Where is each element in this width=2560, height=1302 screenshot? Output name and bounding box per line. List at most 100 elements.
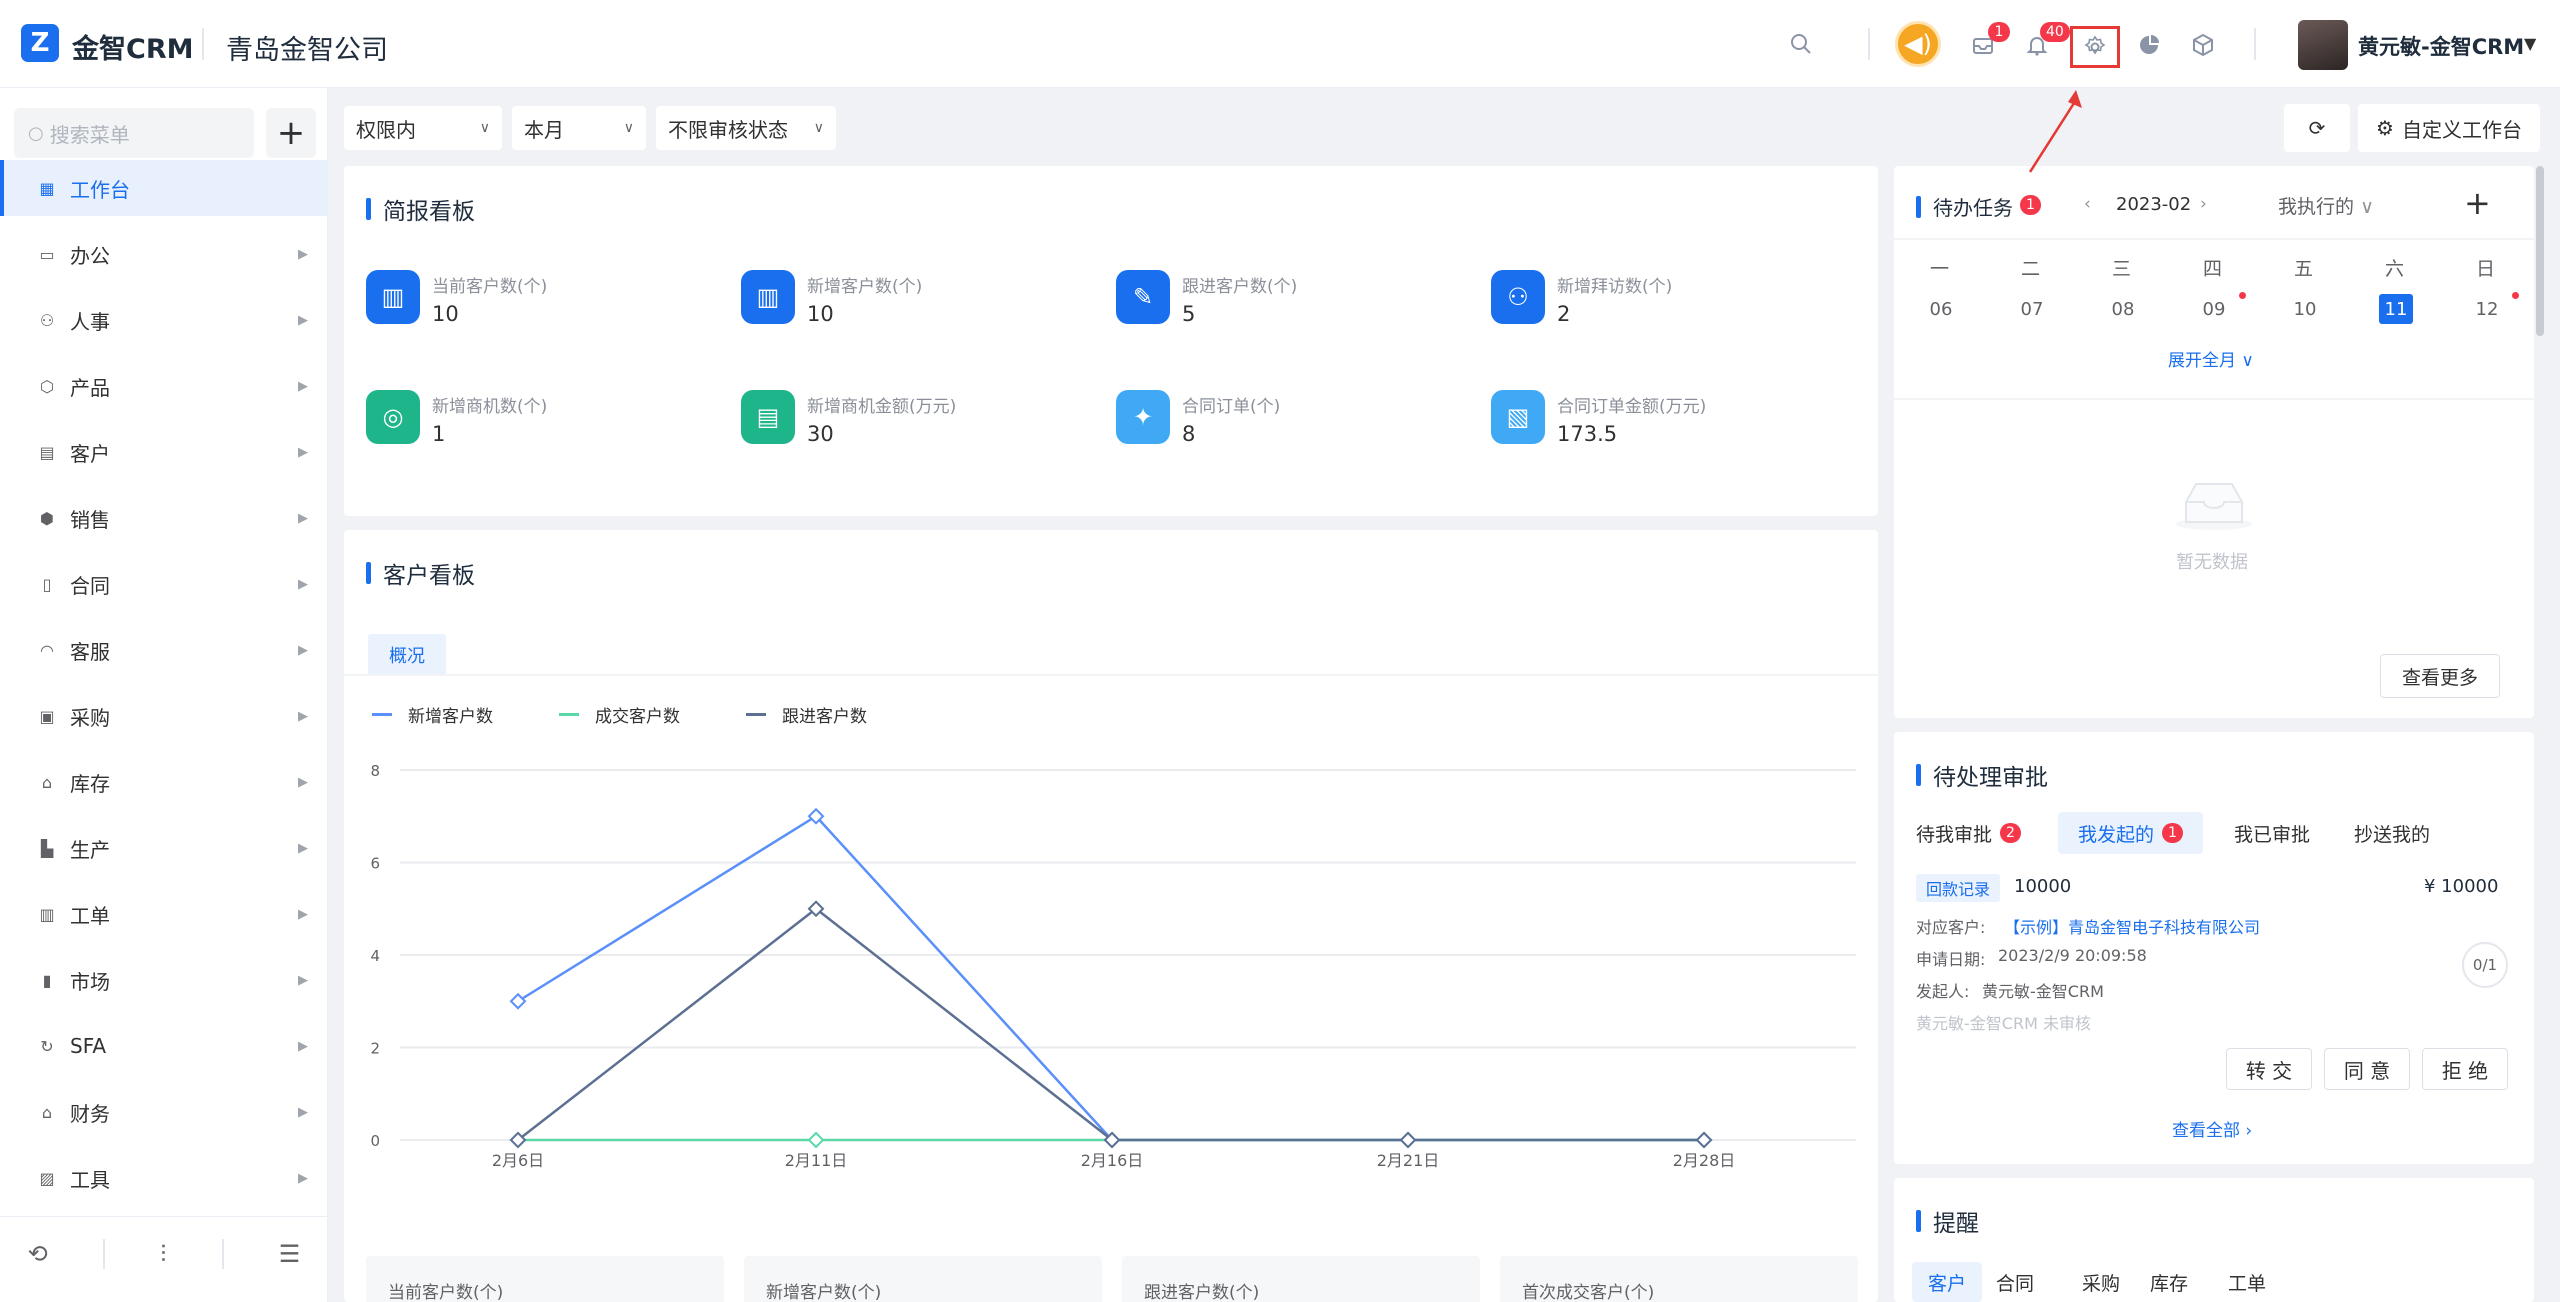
reminder-tab-4[interactable]: 工单 <box>2228 1272 2267 1295</box>
transfer-button[interactable]: 转 交 <box>2226 1048 2312 1090</box>
search-icon[interactable] <box>1784 27 1818 61</box>
history-icon[interactable]: ⟲ <box>27 1239 48 1268</box>
calendar-day[interactable]: 09 <box>2202 298 2226 320</box>
sidebar-item-label: 销售 <box>70 507 110 532</box>
settings-sliders-icon[interactable]: ⫶ <box>160 1239 167 1268</box>
reminder-tab-1[interactable]: 合同 <box>1996 1272 2035 1295</box>
cube-icon[interactable] <box>2186 28 2220 62</box>
stat-7: ▧ 合同订单金额(万元) 173.5 <box>1491 390 1851 460</box>
scrollbar[interactable] <box>2536 166 2544 336</box>
stat-label: 新增商机数(个) <box>432 397 548 417</box>
sidebar-item-2[interactable]: ⚇ 人事 ▶ <box>0 292 328 348</box>
sidebar-item-6[interactable]: ▯ 合同 ▶ <box>0 556 328 612</box>
sidebar-item-13[interactable]: ↻ SFA ▶ <box>0 1018 328 1074</box>
audit-value: 不限审核状态 <box>668 117 788 142</box>
stat-label: 新增商机金额(万元) <box>807 397 957 417</box>
customer-link[interactable]: 【示例】青岛金智电子科技有限公司 <box>2004 918 2261 937</box>
target-icon: ◎ <box>366 390 420 444</box>
legend-item-0[interactable]: 新增客户数 <box>372 702 493 727</box>
sidebar-item-8[interactable]: ▣ 采购 ▶ <box>0 688 328 744</box>
sidebar-item-label: SFA <box>70 1034 107 1058</box>
caret-right-icon: ▶ <box>298 1104 308 1120</box>
reminder-tab-2[interactable]: 采购 <box>2082 1272 2121 1295</box>
view-all-link[interactable]: 查看全部 › <box>2172 1116 2252 1141</box>
announcement-speaker-icon[interactable]: ◀) <box>1895 21 1941 67</box>
legend-label: 成交客户数 <box>595 707 680 727</box>
prev-month-icon[interactable]: ‹ <box>2084 194 2091 214</box>
sidebar-item-14[interactable]: ⌂ 财务 ▶ <box>0 1084 328 1140</box>
sidebar-item-9[interactable]: ⌂ 库存 ▶ <box>0 754 328 810</box>
sidebar-item-0[interactable]: ▦ 工作台 <box>0 160 328 216</box>
sidebar-item-11[interactable]: ▥ 工单 ▶ <box>0 886 328 942</box>
summary-card-0: 当前客户数(个) <box>366 1256 724 1302</box>
event-dot <box>2512 292 2519 299</box>
sidebar-item-15[interactable]: ▨ 工具 ▶ <box>0 1150 328 1206</box>
sidebar-item-1[interactable]: ▭ 办公 ▶ <box>0 226 328 282</box>
next-month-icon[interactable]: › <box>2200 194 2207 214</box>
caret-down-icon[interactable]: ▼ <box>2524 34 2537 53</box>
sidebar-item-10[interactable]: ▙ 生产 ▶ <box>0 820 328 876</box>
calendar-day[interactable]: 07 <box>2020 298 2044 320</box>
bell-badge: 40 <box>2040 22 2070 42</box>
collapse-menu-icon[interactable]: ☰ <box>278 1239 301 1268</box>
stat-1: ▥ 新增客户数(个) 10 <box>741 270 1101 340</box>
expand-month-link[interactable]: 展开全月 ∨ <box>2168 346 2254 371</box>
approval-tab-1[interactable]: 我发起的 1 <box>2058 812 2203 854</box>
legend-swatch <box>559 713 579 716</box>
scope-select[interactable]: 权限内 ∨ <box>344 106 502 150</box>
menu-search-input[interactable]: ○ 搜索菜单 <box>14 108 254 158</box>
people-icon: ⚇ <box>39 310 55 330</box>
avatar[interactable] <box>2298 20 2348 70</box>
calendar-day[interactable]: 11 <box>2379 294 2413 324</box>
approval-tab-0[interactable]: 待我审批 2 <box>1916 812 2021 854</box>
stat-label: 合同订单金额(万元) <box>1557 397 1707 417</box>
sidebar-item-12[interactable]: ▮ 市场 ▶ <box>0 952 328 1008</box>
reminder-tab-3[interactable]: 库存 <box>2150 1272 2189 1295</box>
chevron-down-icon: ∨ <box>623 120 634 136</box>
calendar-day[interactable]: 10 <box>2293 298 2317 320</box>
y-tick-label: 4 <box>370 947 380 965</box>
sidebar-item-5[interactable]: ⬢ 销售 ▶ <box>0 490 328 546</box>
weekday-label: 五 <box>2294 258 2314 280</box>
calendar-day[interactable]: 06 <box>1929 298 1953 320</box>
logo-icon[interactable]: Z <box>21 24 59 62</box>
stat-value: 173.5 <box>1557 422 1618 446</box>
approval-tab-3[interactable]: 抄送我的 <box>2354 812 2430 854</box>
task-filter-select[interactable]: 我执行的 ∨ <box>2278 192 2374 219</box>
summary-card-label: 跟进客户数(个) <box>1144 1283 1260 1302</box>
caret-right-icon: ▶ <box>298 510 308 526</box>
add-task-button[interactable]: + <box>2464 184 2491 222</box>
sidebar-item-7[interactable]: ◠ 客服 ▶ <box>0 622 328 678</box>
reject-button[interactable]: 拒 绝 <box>2422 1048 2508 1090</box>
brief-board-card: 简报看板 ▥ 当前客户数(个) 10 ▥ 新增客户数(个) 10 ✎ 跟进客户数(个) 5 ⚇ 新增… <box>344 166 1878 516</box>
company-name: 青岛金智公司 <box>226 35 388 66</box>
approval-tab-2[interactable]: 我已审批 <box>2234 812 2310 854</box>
customize-workbench-button[interactable]: ⚙ 自定义工作台 <box>2358 104 2540 152</box>
gear-icon[interactable] <box>2078 30 2112 64</box>
sidebar-item-3[interactable]: ⬡ 产品 ▶ <box>0 358 328 414</box>
weekday-label: 一 <box>1930 258 1950 280</box>
x-tick-label: 2月16日 <box>1081 1151 1144 1170</box>
sidebar-item-4[interactable]: ▤ 客户 ▶ <box>0 424 328 480</box>
period-select[interactable]: 本月 ∨ <box>512 106 646 150</box>
calendar-day[interactable]: 12 <box>2475 298 2499 320</box>
add-menu-button[interactable]: + <box>266 108 316 158</box>
legend-item-1[interactable]: 成交客户数 <box>559 702 680 727</box>
refresh-button[interactable]: ⟳ <box>2284 104 2350 152</box>
stat-2: ✎ 跟进客户数(个) 5 <box>1116 270 1476 340</box>
approve-button[interactable]: 同 意 <box>2324 1048 2410 1090</box>
bell-icon[interactable] <box>2020 28 2054 62</box>
customer-label: 对应客户: <box>1916 918 1986 937</box>
period-value: 本月 <box>524 117 564 142</box>
refresh-icon: ⟳ <box>2308 116 2326 140</box>
audit-select[interactable]: 不限审核状态 ∨ <box>656 106 836 150</box>
legend-item-2[interactable]: 跟进客户数 <box>746 702 867 727</box>
pie-chart-icon[interactable] <box>2132 28 2166 62</box>
user-name[interactable]: 黄元敏-金智CRM <box>2358 35 2525 59</box>
clipboard-icon: ▥ <box>39 904 55 924</box>
inbox-icon[interactable] <box>1966 28 2000 62</box>
reminder-tab-0[interactable]: 客户 <box>1912 1262 1983 1302</box>
calendar-day[interactable]: 08 <box>2111 298 2135 320</box>
tab-overview[interactable]: 概况 <box>368 634 446 676</box>
view-more-button[interactable]: 查看更多 <box>2380 654 2500 698</box>
